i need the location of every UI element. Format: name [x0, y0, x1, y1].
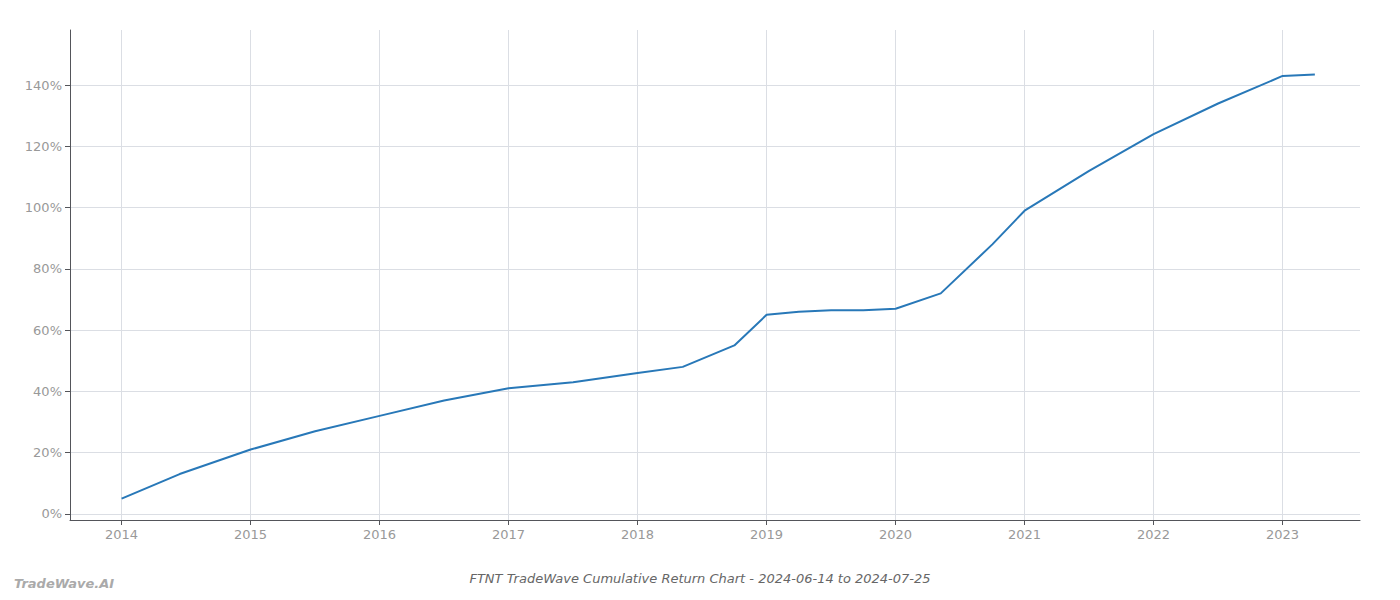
svg-text:2016: 2016: [363, 527, 396, 542]
svg-text:0%: 0%: [41, 506, 62, 521]
svg-text:2017: 2017: [492, 527, 525, 542]
svg-text:2018: 2018: [621, 527, 654, 542]
svg-text:2023: 2023: [1266, 527, 1299, 542]
svg-text:2021: 2021: [1008, 527, 1041, 542]
svg-text:2015: 2015: [234, 527, 267, 542]
svg-text:2022: 2022: [1137, 527, 1170, 542]
svg-text:40%: 40%: [33, 384, 62, 399]
svg-text:2019: 2019: [750, 527, 783, 542]
svg-text:2020: 2020: [879, 527, 912, 542]
svg-text:FTNT TradeWave Cumulative Retu: FTNT TradeWave Cumulative Return Chart -…: [469, 571, 930, 586]
svg-text:100%: 100%: [25, 200, 62, 215]
svg-text:140%: 140%: [25, 78, 62, 93]
svg-text:2014: 2014: [105, 527, 138, 542]
svg-text:120%: 120%: [25, 139, 62, 154]
svg-text:TradeWave.AI: TradeWave.AI: [14, 576, 114, 591]
svg-text:20%: 20%: [33, 445, 62, 460]
svg-text:80%: 80%: [33, 261, 62, 276]
svg-text:60%: 60%: [33, 323, 62, 338]
